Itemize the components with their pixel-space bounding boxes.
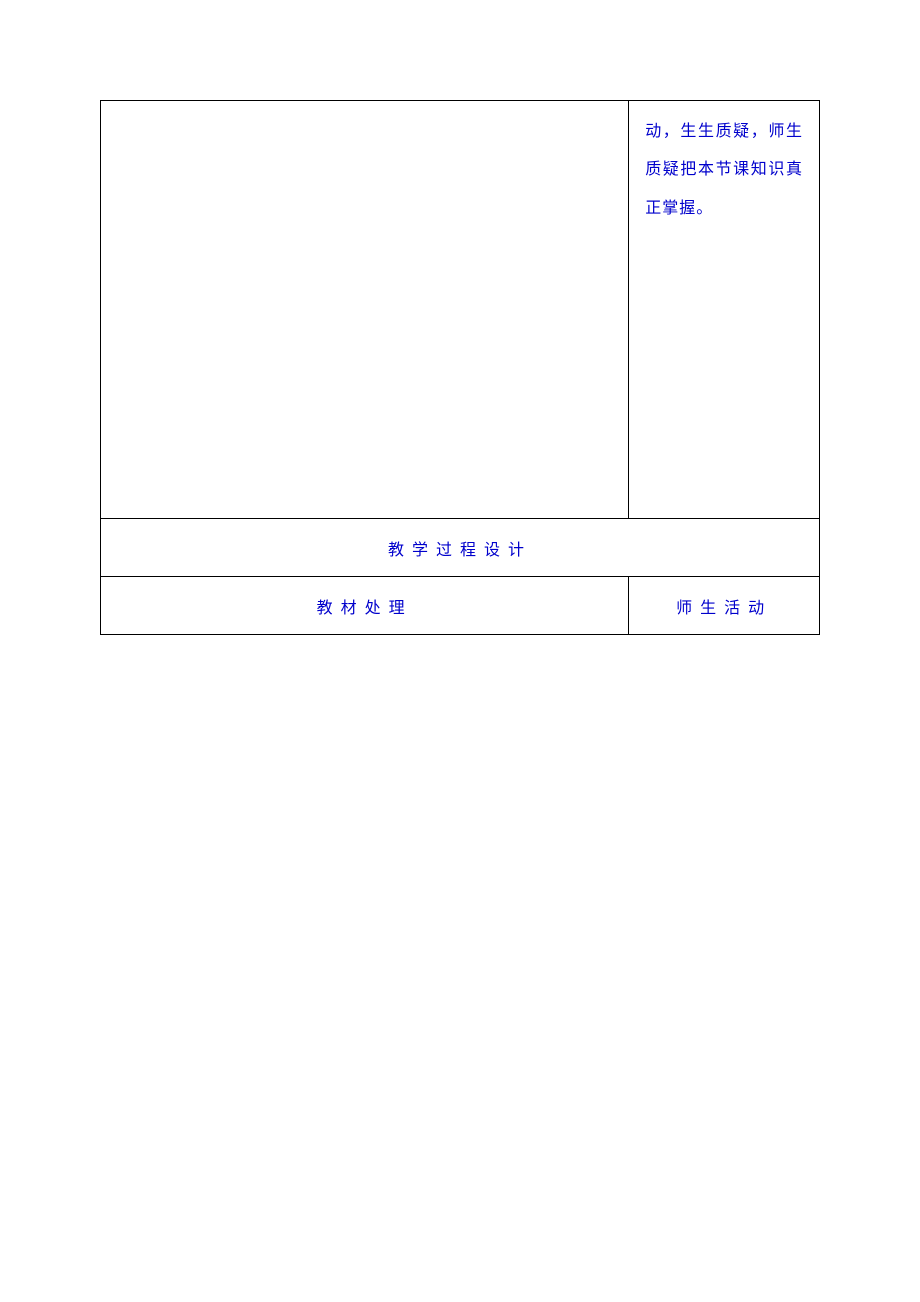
table-row: 教材处理 师生活动 <box>101 577 820 635</box>
column-header-left-text: 教材处理 <box>317 600 413 617</box>
page-container: 动，生生质疑，师生质疑把本节课知识真正掌握。 教学过程设计 教材处理 师生活动 <box>0 0 920 1302</box>
column-header-left: 教材处理 <box>101 577 629 635</box>
lesson-plan-table: 动，生生质疑，师生质疑把本节课知识真正掌握。 教学过程设计 教材处理 师生活动 <box>100 100 820 635</box>
table-wrapper: 动，生生质疑，师生质疑把本节课知识真正掌握。 教学过程设计 教材处理 师生活动 <box>100 100 820 635</box>
cell-content-right: 动，生生质疑，师生质疑把本节课知识真正掌握。 <box>629 101 820 519</box>
activity-description-text: 动，生生质疑，师生质疑把本节课知识真正掌握。 <box>645 113 803 228</box>
table-row: 教学过程设计 <box>101 519 820 577</box>
column-header-right: 师生活动 <box>629 577 820 635</box>
table-row: 动，生生质疑，师生质疑把本节课知识真正掌握。 <box>101 101 820 519</box>
section-header-cell: 教学过程设计 <box>101 519 820 577</box>
column-header-right-text: 师生活动 <box>676 600 772 617</box>
section-header-text: 教学过程设计 <box>388 542 532 559</box>
cell-content-left <box>101 101 629 519</box>
